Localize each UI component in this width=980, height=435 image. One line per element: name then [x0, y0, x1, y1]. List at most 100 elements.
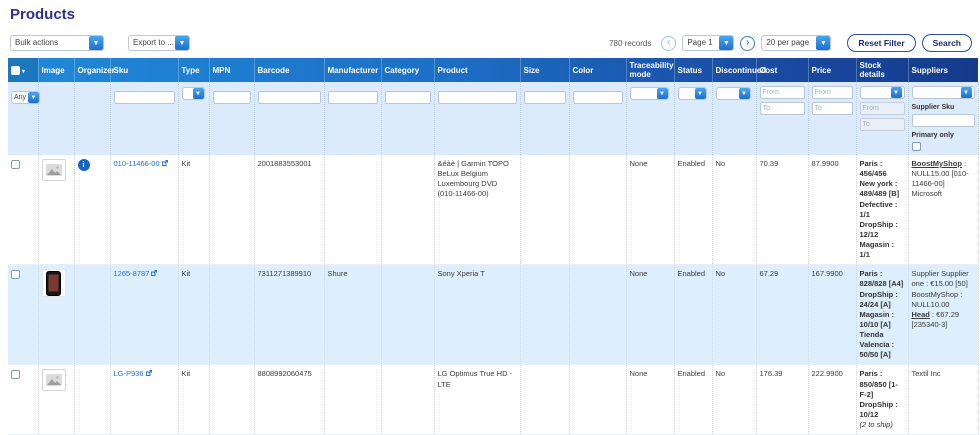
row-checkbox[interactable]	[11, 369, 20, 379]
filter-input-barcode[interactable]	[257, 91, 321, 104]
column-header-barcode[interactable]: Barcode	[254, 58, 325, 82]
column-header-suppliers[interactable]: Suppliers	[908, 58, 979, 82]
column-header-type[interactable]: Type	[178, 58, 210, 82]
filter-input-product[interactable]	[437, 91, 517, 104]
cell-traceability: None	[626, 264, 675, 366]
cell-price: 167.9900	[808, 264, 857, 366]
filter-input-manufacturer[interactable]	[327, 91, 378, 104]
stock-line: Tienda Valencia : 50/50 [A]	[859, 330, 895, 360]
page-select[interactable]: Page 1 ▼	[682, 35, 735, 51]
product-image-placeholder-icon	[41, 159, 66, 181]
filter-any-select[interactable]: Any ▼	[11, 91, 40, 104]
stock-line: Magasin : 10/10 [A]	[859, 309, 895, 329]
column-header-mpn[interactable]: MPN	[209, 58, 255, 82]
chevron-down-icon: ▼	[656, 88, 668, 99]
column-header-status[interactable]: Status	[674, 58, 713, 82]
cell-traceability: None	[626, 364, 675, 435]
per-page-select-value: 20 per page	[766, 38, 810, 47]
column-header-sku[interactable]: Sku	[110, 58, 179, 82]
filter-stock-from-input[interactable]	[859, 102, 905, 115]
cell-category	[381, 364, 435, 435]
column-header-price[interactable]: Price	[808, 58, 857, 82]
sku-link[interactable]: 010-11466-00	[114, 159, 168, 168]
cell-barcode: 2001883553001	[254, 155, 325, 266]
filter-cell-type: ▼	[178, 82, 210, 155]
filter-price-to-input[interactable]	[811, 102, 853, 115]
filter-any-select-value: Any	[14, 94, 27, 101]
cell-barcode: 8808992060475	[254, 364, 325, 435]
cell-manufacturer: Shure	[324, 264, 382, 366]
prev-page-button[interactable]: ‹	[661, 35, 677, 51]
filter-suppliers-select[interactable]: ▼	[911, 86, 975, 99]
column-header-cost[interactable]: Cost	[756, 58, 809, 82]
filter-select-type[interactable]: ▼	[181, 87, 205, 100]
records-count: 780 records	[609, 38, 652, 48]
chevron-down-icon: ▼	[694, 88, 706, 99]
filter-cell-organizer	[74, 82, 111, 155]
filter-cell-price	[808, 82, 857, 155]
cell-manufacturer	[324, 155, 382, 266]
external-link-icon	[161, 159, 168, 169]
image-placeholder-icon	[45, 374, 62, 387]
per-page-select[interactable]: 20 per page ▼	[761, 35, 832, 51]
search-button[interactable]: Search	[921, 34, 972, 52]
row-checkbox[interactable]	[11, 159, 20, 169]
info-icon[interactable]: i	[77, 159, 90, 171]
filter-input-color[interactable]	[572, 91, 623, 104]
supplier-line: Textil Inc	[912, 369, 975, 379]
filter-input-sku[interactable]	[113, 91, 175, 104]
supplier-line: Supplier Supplier one : €15.00 [50]	[912, 269, 975, 289]
next-page-button[interactable]: ›	[740, 35, 756, 51]
filter-price-from-input[interactable]	[811, 86, 853, 99]
external-link-icon	[161, 159, 168, 166]
supplier-text: Microsoft	[911, 189, 942, 199]
column-header-color[interactable]: Color	[569, 58, 627, 82]
column-header-traceability[interactable]: Traceability mode	[626, 58, 675, 82]
column-header-stock[interactable]: Stock details	[856, 58, 909, 82]
column-header-size[interactable]: Size	[520, 58, 570, 82]
sku-link[interactable]: 1265-8787	[114, 269, 158, 278]
cell-discontinued: No	[712, 155, 757, 266]
filter-select-traceability[interactable]: ▼	[629, 87, 669, 100]
column-header-category[interactable]: Category	[381, 58, 435, 82]
primary-only-checkbox[interactable]	[911, 142, 921, 151]
supplier-line: Head : €67.29 [235340-3]	[912, 310, 975, 330]
bulk-actions-select[interactable]: Bulk actions ▼	[10, 35, 104, 51]
row-checkbox[interactable]	[11, 269, 20, 279]
product-row: LG-P936 Kit 8808992060475 LG Optimus True H…	[8, 364, 979, 435]
filter-stock-select[interactable]: ▼	[859, 86, 905, 99]
filter-cost-from-input[interactable]	[759, 86, 805, 99]
cell-manufacturer	[324, 364, 382, 435]
cell-type: Kit	[178, 264, 210, 366]
supplier-text: BoostMyShop : NULL10.00	[911, 289, 963, 309]
image-placeholder-icon	[45, 164, 62, 176]
filter-supplier-sku-input[interactable]	[911, 114, 975, 127]
supplier-sku-label: Supplier Sku	[911, 104, 955, 111]
column-header-discontinued[interactable]: Discontinued	[712, 58, 766, 82]
filter-select-status[interactable]: ▼	[677, 87, 707, 100]
cell-stock: Paris : 828/828 [A4] DropShip : 24/24 [A]…	[856, 264, 909, 366]
external-link-icon	[151, 269, 158, 279]
export-to-select[interactable]: Export to ... ▼	[128, 35, 190, 51]
filter-cell-barcode	[254, 82, 325, 155]
cell-mpn	[209, 364, 255, 435]
filter-cell-image	[38, 82, 75, 155]
filter-select-discontinued[interactable]: ▼	[715, 87, 751, 100]
filter-select-type-value	[183, 88, 193, 99]
select-all-checkbox[interactable]	[11, 65, 20, 75]
stock-line: DropShip : 12/12	[859, 219, 898, 239]
products-table: ▾ Image Organizer Sku Type MPN Barcode Manufact…	[8, 58, 979, 435]
stock-line: Paris : 828/828 [A4]	[859, 269, 904, 289]
column-header-product[interactable]: Product	[434, 58, 521, 82]
external-link-icon	[145, 370, 152, 377]
filter-input-mpn[interactable]	[212, 91, 251, 104]
reset-filter-button[interactable]: Reset Filter	[847, 34, 916, 52]
column-header-manufacturer[interactable]: Manufacturer	[324, 58, 382, 82]
filter-cost-to-input[interactable]	[759, 102, 805, 115]
filter-cell-color	[569, 82, 627, 155]
filter-stock-to-input[interactable]	[859, 118, 905, 131]
filter-input-category[interactable]	[384, 91, 431, 104]
filter-input-size[interactable]	[523, 91, 566, 104]
sku-link[interactable]: LG-P936	[114, 369, 152, 378]
